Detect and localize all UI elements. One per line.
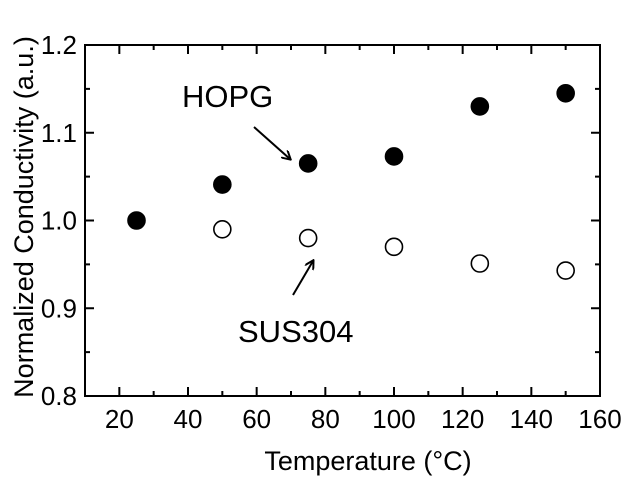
x-tick-label: 20 xyxy=(105,404,134,434)
x-tick-label: 60 xyxy=(242,404,271,434)
hopg-data-point xyxy=(213,175,232,194)
y-tick-label: 0.8 xyxy=(41,381,77,411)
x-tick-label: 80 xyxy=(311,404,340,434)
x-tick-label: 100 xyxy=(372,404,415,434)
y-axis-label: Normalized Conductivity (a.u.) xyxy=(9,36,39,398)
hopg-data-point xyxy=(470,97,490,116)
y-tick-label: 0.9 xyxy=(41,293,77,323)
hopg-data-point xyxy=(127,211,146,230)
hopg-annotation-label: HOPG xyxy=(182,79,273,114)
x-tick-label: 120 xyxy=(441,404,484,434)
y-tick-label: 1.1 xyxy=(41,118,77,148)
sus304-annotation-arrow xyxy=(292,261,313,296)
sus304-annotation-label: SUS304 xyxy=(238,314,353,349)
hopg-data-point xyxy=(384,147,404,166)
sus304-data-point xyxy=(298,228,318,248)
sus304-data-point xyxy=(556,261,575,280)
hopg-data-point xyxy=(298,154,318,173)
plot-area: 20 40 60 80 100 120 140 160 0.8 0.9 1.0 1.1 1.2 xyxy=(41,30,621,434)
sus304-data-point xyxy=(470,254,490,273)
x-axis-label: Temperature (°C) xyxy=(264,446,471,476)
y-tick-label: 1.2 xyxy=(41,30,77,60)
x-tick-label: 40 xyxy=(174,404,203,434)
y-tick-label: 1.0 xyxy=(41,206,77,236)
x-tick-label: 160 xyxy=(578,404,621,434)
sus304-data-point xyxy=(213,219,232,239)
x-tick-label: 140 xyxy=(510,404,553,434)
hopg-annotation-arrow xyxy=(253,126,290,159)
hopg-data-point xyxy=(556,83,575,103)
sus304-data-point xyxy=(384,237,404,257)
